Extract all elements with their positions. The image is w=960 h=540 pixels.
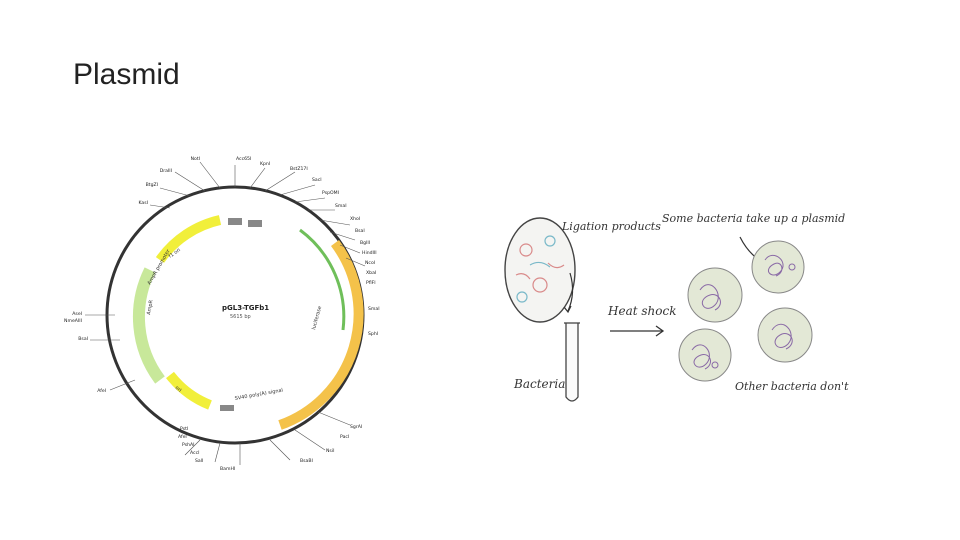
heat-shock-label: Heat shock [607, 304, 676, 318]
slide-title: Plasmid [73, 58, 180, 91]
site-label: AccI [190, 450, 199, 456]
uptake-label: Some bacteria take up a plasmid [662, 212, 845, 225]
site-label: SalI [195, 458, 203, 464]
transformation-diagram: Ligation products Bacteria Heat shock So… [504, 212, 849, 402]
site-label: PspOMI [322, 190, 339, 196]
feature-label-ampr: AmpR [146, 299, 155, 315]
site-label: XhoI [350, 216, 360, 222]
feature-label-luciferase: luciferase [311, 305, 323, 330]
sites-left: NotI DraIII BtgZI KasI AseI NmeAIII BsaI… [64, 156, 200, 394]
site-label: BglII [360, 240, 370, 246]
site-label: SmaI [368, 306, 380, 312]
site-label: DraIII [160, 168, 172, 174]
site-label: BtgZI [146, 182, 158, 188]
site-label: BsaI [78, 336, 88, 342]
feature-label-ori: ori [174, 385, 183, 394]
ligation-products-label: Ligation products [561, 220, 661, 233]
feature-arc-ori [166, 371, 212, 410]
plasmid-name: pGL3-TGFb1 [222, 304, 269, 312]
feature-arc-luciferase [278, 240, 364, 430]
site-label: NcoI [365, 260, 375, 266]
site-label: PshAI [182, 442, 195, 448]
site-label: PstI [180, 426, 188, 432]
feature-label-sv40: SV40 poly(A) signal [234, 388, 283, 402]
site-label: SacI [312, 177, 322, 183]
feature-arc-sv40 [299, 228, 346, 331]
site-ticks [85, 161, 366, 465]
site-label: SmaI [335, 203, 347, 209]
bacterial-cell [757, 307, 813, 363]
feature-arc-f1ori [155, 215, 222, 263]
ligation-to-tube-arrow [567, 272, 574, 312]
bacteria-cells [678, 240, 813, 382]
feature-box-1 [228, 218, 242, 225]
test-tube [565, 323, 579, 402]
site-label: AfeI [178, 434, 187, 440]
feature-box-3 [220, 405, 234, 411]
feature-box-2 [248, 220, 262, 227]
plasmid-map-diagram: pGL3-TGFb1 5615 bp f1 ori AmpR promoter … [64, 156, 380, 472]
site-label: HindIII [362, 250, 377, 256]
site-label: SgrAI [350, 424, 362, 430]
bacterial-cell [751, 240, 805, 294]
site-label: BamHI [220, 466, 235, 472]
site-label: AfeI [97, 388, 106, 394]
site-label: BstZ17I [290, 166, 308, 172]
site-label: NsiI [326, 448, 334, 454]
site-label: SphI [368, 331, 378, 337]
site-label: BsaI [355, 228, 365, 234]
site-label: PflFI [366, 280, 376, 286]
site-label: NotI [191, 156, 200, 162]
plasmid-size: 5615 bp [230, 314, 251, 320]
site-label: XbaI [366, 270, 376, 276]
site-label: NmeAIII [64, 318, 82, 324]
site-label: PacI [340, 434, 349, 440]
site-label: KpnI [260, 161, 270, 167]
ligation-molecules [515, 235, 565, 303]
site-label: BsaBI [300, 458, 313, 464]
sites-top: Acc65I KpnI BstZ17I SacI PspOMI SmaI Xho… [236, 156, 377, 286]
bacteria-label: Bacteria [513, 377, 565, 391]
site-label: KasI [139, 200, 149, 206]
site-label: AseI [72, 311, 82, 317]
bacterial-chromosomes [691, 254, 796, 370]
nonuptake-label: Other bacteria don't [735, 380, 849, 393]
sites-right: SmaI SphI SgrAI PacI NsiI BsaBI BamHI Sa… [178, 306, 380, 472]
ligation-products-circle [504, 217, 576, 323]
feature-arc-ampr [132, 267, 165, 384]
site-label: Acc65I [236, 156, 251, 162]
